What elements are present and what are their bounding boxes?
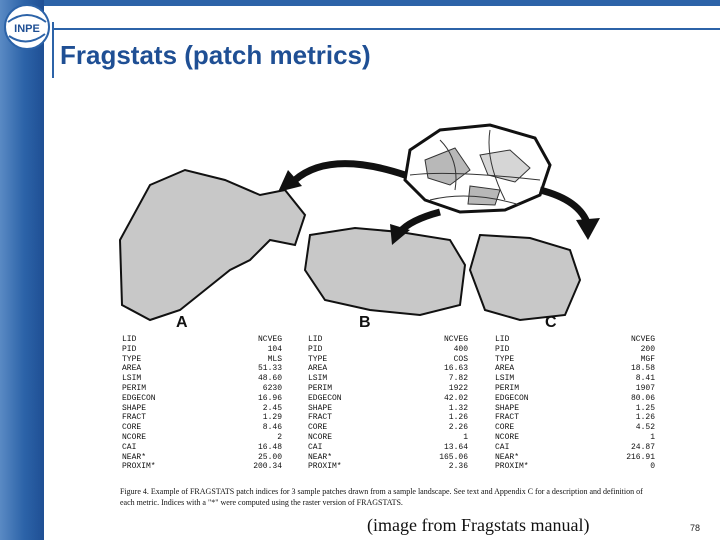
metric-row: CAI 13.64 <box>308 442 468 452</box>
metric-row: FRACT 1.26 <box>308 413 468 423</box>
metric-row: NCORE 1 <box>308 432 468 442</box>
metric-row: CORE 2.26 <box>308 423 468 433</box>
metric-row: SHAPE 1.32 <box>308 403 468 413</box>
slide-title: Fragstats (patch metrics) <box>60 40 371 70</box>
metric-row: TYPE MLS <box>122 354 282 364</box>
metric-row: LSIM 7.82 <box>308 374 468 384</box>
metrics-table-b: LID NCVEG PID 400 TYPE COS AREA 16.63 LSIM 7.… <box>308 335 468 472</box>
panel-label-b: B <box>359 314 371 331</box>
metric-row: LSIM 48.60 <box>122 374 282 384</box>
metric-row: EDGECON 42.02 <box>308 393 468 403</box>
inpe-logo: INPE <box>4 4 50 50</box>
landscape-figure <box>118 123 600 322</box>
metric-row: EDGECON 16.96 <box>122 393 282 403</box>
metric-row: TYPE COS <box>308 354 468 364</box>
metric-row: PID 400 <box>308 344 468 354</box>
metric-row: PERIM 1907 <box>495 383 655 393</box>
metric-row: CAI 16.48 <box>122 442 282 452</box>
metric-row: PID 200 <box>495 344 655 354</box>
metric-row: PID 104 <box>122 344 282 354</box>
metric-row: AREA 51.33 <box>122 364 282 374</box>
panel-label-c: C <box>545 314 557 331</box>
metric-row: LID NCVEG <box>308 335 468 344</box>
metric-row: PERIM 6230 <box>122 383 282 393</box>
metric-row: EDGECON 80.06 <box>495 393 655 403</box>
metric-row: NCORE 1 <box>495 432 655 442</box>
top-accent-bar <box>44 0 720 6</box>
metric-row: CORE 4.52 <box>495 423 655 433</box>
title-rule-vertical <box>52 22 54 78</box>
metric-row: FRACT 1.26 <box>495 413 655 423</box>
patch-c <box>468 233 582 322</box>
svg-text:INPE: INPE <box>14 23 40 35</box>
panel-label-a: A <box>176 314 188 331</box>
metric-row: CORE 8.46 <box>122 423 282 433</box>
metrics-table-c: LID NCVEG PID 200 TYPE MGF AREA 18.58 LSIM 8.… <box>495 335 655 472</box>
metric-row: PROXIM* 200.34 <box>122 462 282 472</box>
title-rule-horizontal <box>52 28 720 30</box>
metric-row: PERIM 1922 <box>308 383 468 393</box>
metric-row: NEAR* 216.91 <box>495 452 655 462</box>
metric-row: LSIM 8.41 <box>495 374 655 384</box>
patch-a <box>118 168 307 322</box>
landscape-patch-2 <box>479 149 531 183</box>
arrow-to-a <box>292 160 407 183</box>
patch-b <box>303 226 467 317</box>
landscape-patch-1 <box>424 147 471 186</box>
metric-row: LID NCVEG <box>495 335 655 344</box>
metric-row: SHAPE 1.25 <box>495 403 655 413</box>
left-accent-bar <box>0 0 44 540</box>
metric-row: FRACT 1.29 <box>122 413 282 423</box>
metric-row: PROXIM* 2.36 <box>308 462 468 472</box>
metrics-table-a: LID NCVEG PID 104 TYPE MLS AREA 51.33 LSIM 48… <box>122 335 282 472</box>
metric-row: TYPE MGF <box>495 354 655 364</box>
metric-row: SHAPE 2.45 <box>122 403 282 413</box>
sample-landscape <box>403 123 552 214</box>
metric-row: LID NCVEG <box>122 335 282 344</box>
page-number: 78 <box>690 523 701 533</box>
metric-row: PROXIM* 0 <box>495 462 655 472</box>
metric-row: NEAR* 165.06 <box>308 452 468 462</box>
landscape-patch-3 <box>467 185 501 206</box>
metric-row: NEAR* 25.00 <box>122 452 282 462</box>
metric-row: NCORE 2 <box>122 432 282 442</box>
metric-row: CAI 24.87 <box>495 442 655 452</box>
metric-row: AREA 16.63 <box>308 364 468 374</box>
figure-caption: Figure 4. Example of FRAGSTATS patch ind… <box>120 487 643 507</box>
image-credit: (image from Fragstats manual) <box>367 515 590 535</box>
metric-row: AREA 18.58 <box>495 364 655 374</box>
